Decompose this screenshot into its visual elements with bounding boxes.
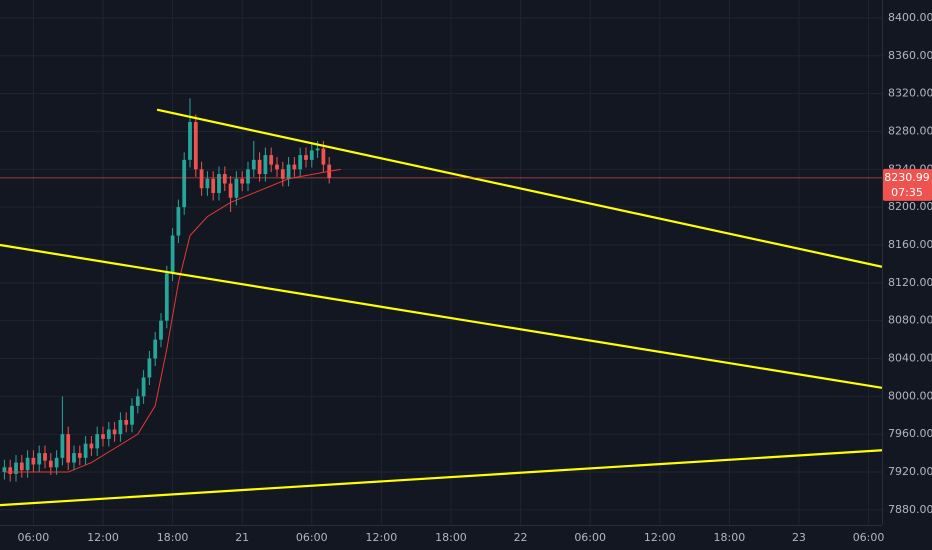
candle-body (315, 148, 320, 151)
y-tick-label: 7960.00 (888, 427, 932, 440)
y-tick-label: 8400.00 (888, 11, 932, 24)
candle-body (292, 164, 297, 170)
candle-body (257, 159, 262, 175)
x-tick-label: 06:00 (296, 531, 328, 544)
candle-body (228, 183, 233, 198)
candle-body (130, 405, 134, 425)
candle-body (25, 457, 30, 471)
candle-body (31, 457, 36, 465)
candle-body (321, 148, 326, 165)
candle-body (280, 169, 285, 179)
candle-body (182, 159, 187, 208)
candle-body (298, 155, 303, 170)
candle-body (135, 396, 140, 406)
candle-body (141, 377, 146, 397)
candle-body (147, 358, 152, 378)
x-tick-label: 23 (792, 531, 806, 544)
candle-body (118, 420, 123, 435)
y-tick-label: 8160.00 (888, 238, 932, 251)
candle-body (176, 207, 181, 236)
candle-body (95, 434, 100, 449)
x-tick-label: 12:00 (644, 531, 676, 544)
candle-body (234, 178, 239, 198)
trend-line (0, 243, 882, 389)
candle-body (246, 169, 250, 184)
candle-body (106, 429, 111, 439)
candle-body (217, 174, 221, 193)
y-tick-label: 8040.00 (888, 352, 932, 365)
candle-body (251, 159, 256, 170)
x-tick-label: 06:00 (574, 531, 606, 544)
candle-body (164, 273, 169, 321)
x-tick-label: 21 (235, 531, 249, 544)
candle-body (83, 443, 88, 458)
y-tick-label: 8280.00 (888, 124, 932, 137)
candle-body (286, 164, 291, 179)
moving-average (4, 168, 341, 473)
x-tick-label: 12:00 (87, 531, 119, 544)
plot (0, 0, 882, 525)
candle-body (188, 122, 192, 160)
y-tick-label: 7880.00 (888, 503, 932, 516)
candle-body (54, 457, 59, 468)
trend-line (156, 108, 882, 268)
countdown-label: 07:35 (891, 186, 923, 199)
candle-body (222, 174, 227, 184)
candle-body (66, 434, 71, 463)
candle-body (89, 443, 94, 449)
candle-body (199, 169, 204, 189)
candle-body (211, 178, 216, 193)
last-price-box (883, 168, 932, 201)
candle-body (14, 462, 18, 474)
y-tick-label: 8360.00 (888, 49, 932, 62)
y-tick-label: 8320.00 (888, 87, 932, 100)
y-tick-label: 7920.00 (888, 465, 932, 478)
candle-body (309, 150, 314, 160)
candle-body (48, 460, 53, 468)
x-tick-label: 18:00 (157, 531, 189, 544)
candle-body (19, 462, 24, 471)
x-tick-label: 06:00 (18, 531, 50, 544)
candle-body (240, 178, 245, 184)
x-tick-label: 22 (514, 531, 528, 544)
candle-body (304, 155, 308, 160)
x-tick-label: 06:00 (853, 531, 885, 544)
y-tick-label: 8120.00 (888, 276, 932, 289)
candle-body (193, 122, 198, 170)
last-price-label: 8230.99 (884, 171, 930, 184)
candle-body (72, 453, 76, 463)
candle-body (77, 453, 82, 458)
y-tick-label: 8000.00 (888, 389, 932, 402)
trend-line (0, 449, 882, 507)
y-tick-label: 8080.00 (888, 314, 932, 327)
candle-body (101, 434, 105, 439)
candle-body (2, 467, 7, 473)
candle-body (159, 320, 163, 340)
x-tick-label: 12:00 (366, 531, 398, 544)
candle-body (124, 420, 129, 425)
x-tick-label: 18:00 (714, 531, 746, 544)
candle-body (170, 235, 175, 274)
candle-body (269, 155, 274, 165)
candle-body (112, 429, 117, 435)
candle-body (37, 453, 42, 465)
y-tick-label: 8200.00 (888, 200, 932, 213)
candle-body (60, 434, 65, 458)
candle-body (153, 339, 158, 359)
candle-body (8, 467, 13, 474)
x-tick-label: 18:00 (435, 531, 467, 544)
candle-body (43, 453, 47, 461)
candle-body (275, 164, 279, 170)
candle-body (205, 178, 210, 189)
candle-body (263, 155, 268, 175)
